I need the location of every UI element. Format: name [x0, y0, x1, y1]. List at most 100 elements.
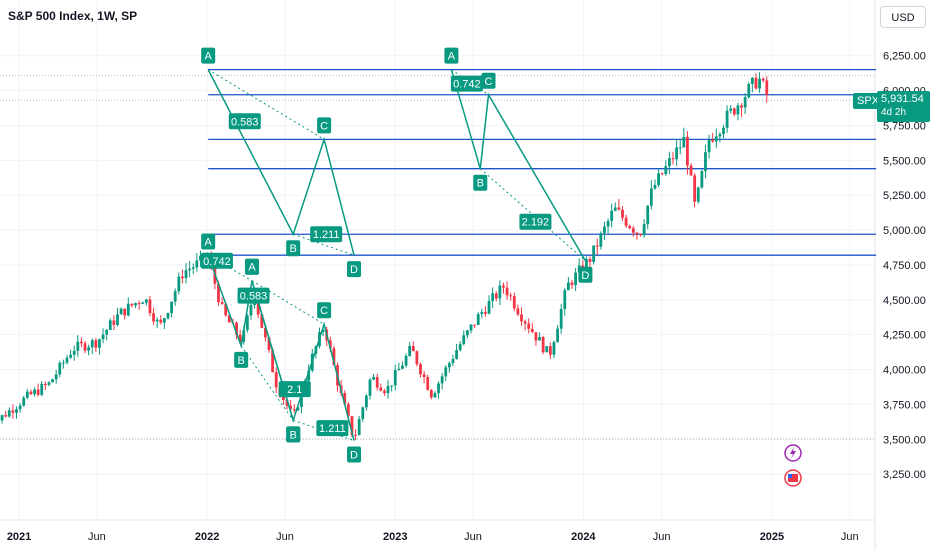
candle-body [704, 152, 707, 172]
candle-body [657, 173, 660, 185]
point-marker [444, 47, 459, 64]
candle-body [162, 318, 166, 323]
us-flag-icon [784, 469, 802, 487]
chart-grid [0, 0, 876, 550]
candle-body [11, 410, 15, 413]
candle-body [653, 184, 657, 189]
ratio-label: 0.583 [231, 116, 259, 128]
candle-body [722, 127, 725, 135]
time-tick-label: Jun [88, 531, 106, 543]
harmonic-patterns: A B C D 0.742 2.1 A B C D 0.583 1.211 A B C D 0.583 1.211… [200, 47, 593, 463]
price-tick-label: 5,250.00 [883, 190, 926, 202]
last-price-badge: 5,931.54 4d 2h [877, 91, 930, 122]
point-label: C [320, 305, 328, 317]
candle-body [166, 313, 170, 319]
price-tick-label: 3,250.00 [883, 469, 926, 481]
candle-body [72, 350, 76, 355]
candle-body [649, 188, 653, 206]
candle-body [480, 311, 484, 315]
candle-body [296, 407, 300, 411]
point-marker [347, 446, 362, 463]
candle-body [25, 391, 29, 398]
candle-body [714, 136, 718, 142]
candle-body [505, 287, 509, 296]
candle-body [346, 404, 350, 417]
ratio-marker [310, 226, 343, 243]
candle-body [718, 134, 722, 137]
point-label: D [581, 270, 589, 282]
price-tick-label: 3,500.00 [883, 434, 926, 446]
time-axis[interactable]: 2021 Jun 2022 Jun 2023 Jun 2024 Jun 2025 Jun [7, 531, 859, 543]
pattern-leg [450, 69, 587, 262]
point-marker [473, 174, 488, 191]
candle-body [484, 311, 487, 314]
ratio-label: 1.211 [319, 423, 346, 435]
candle-body [440, 376, 444, 384]
candle-body [530, 328, 534, 333]
currency-selector[interactable]: USD [880, 6, 926, 28]
candle-body [379, 387, 383, 391]
candle-body [184, 270, 188, 279]
price-tick-label: 5,500.00 [883, 155, 926, 167]
candle-body [476, 314, 480, 325]
candle-body [94, 340, 98, 348]
point-marker [244, 258, 259, 275]
ratio-marker [519, 213, 552, 230]
ratio-marker [316, 420, 349, 437]
ratio-label: 2.192 [522, 217, 550, 229]
candle-body [588, 258, 592, 262]
candle-body [217, 283, 220, 303]
candle-body [238, 334, 242, 342]
candle-body [191, 267, 195, 269]
candle-body [307, 370, 311, 381]
us-flag-icon-field [788, 474, 798, 482]
candle-body [693, 175, 697, 202]
candle-body [227, 315, 231, 323]
candle-body [368, 379, 372, 396]
candle-body [40, 384, 44, 395]
candle-body [498, 285, 502, 299]
candle-body [617, 207, 621, 210]
candle-body [667, 158, 671, 167]
candle-body [155, 319, 159, 322]
candle-body [173, 291, 177, 302]
candle-body [502, 285, 505, 288]
candle-body [148, 299, 152, 314]
candle-body [455, 350, 458, 359]
candle-body [328, 340, 332, 349]
candle-body [444, 367, 448, 377]
point-marker [578, 266, 593, 283]
candle-body [682, 136, 686, 148]
candle-body [754, 77, 758, 89]
candle-body [134, 303, 137, 306]
price-tick-label: 6,250.00 [883, 51, 926, 63]
candle-body [361, 407, 365, 420]
candle-body [177, 276, 181, 292]
candle-body [7, 410, 11, 417]
candle-body [126, 303, 130, 316]
candle-body [289, 405, 293, 410]
point-label: D [350, 264, 358, 276]
candle-body [419, 364, 422, 375]
candle-body [386, 386, 390, 394]
candle-body [574, 272, 578, 286]
point-label: B [237, 355, 244, 367]
candle-body [556, 328, 559, 343]
candle-body [660, 173, 664, 175]
point-marker [317, 117, 332, 134]
ratio-marker [200, 252, 233, 269]
candle-body [256, 302, 260, 315]
pattern-diagonal [479, 168, 586, 262]
point-label: B [290, 429, 297, 441]
candle-body [750, 77, 754, 84]
candle-body [54, 374, 58, 380]
ratio-label: 0.742 [453, 79, 481, 91]
candle-body [545, 346, 549, 353]
candle-body [487, 300, 491, 314]
candle-body [224, 303, 228, 316]
candle-body [465, 330, 469, 336]
candle-body [401, 365, 404, 369]
chart-title: S&P 500 Index, 1W, SP [8, 9, 138, 23]
candle-body [98, 339, 101, 348]
